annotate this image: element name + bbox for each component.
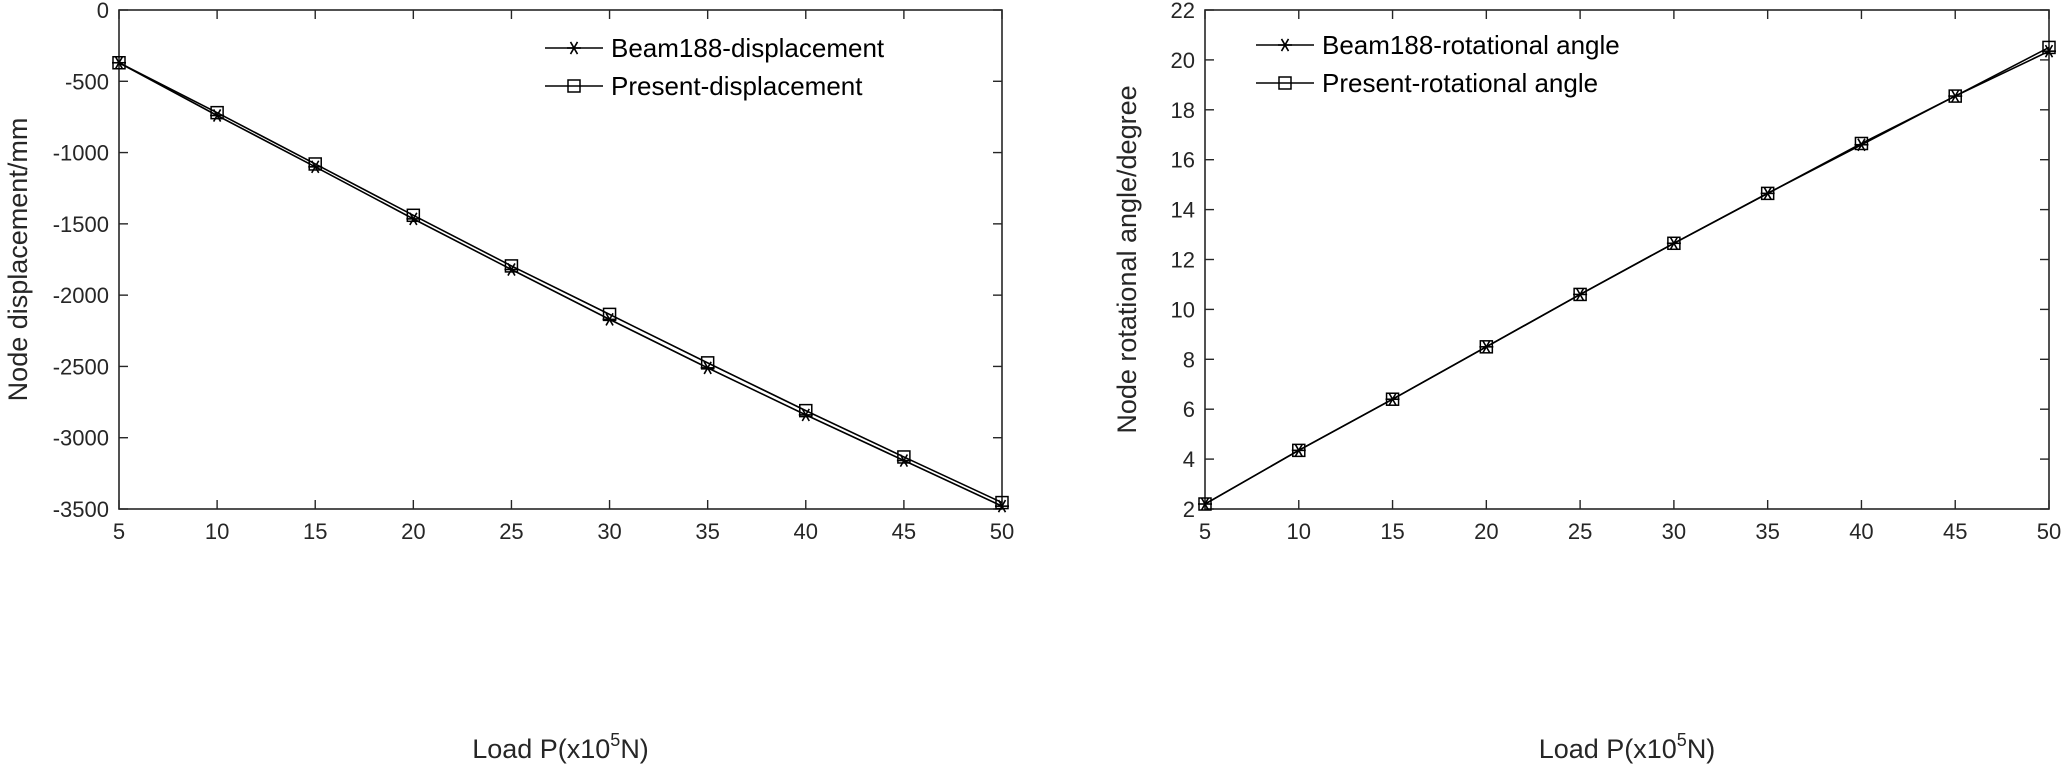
x-tick-label: 10 [1287, 519, 1311, 544]
data-point-square [1385, 392, 1400, 406]
x-tick-label: 25 [1568, 519, 1592, 544]
x-tick-label: 5 [1199, 519, 1211, 544]
legend-label: Beam188-displacement [611, 33, 885, 63]
data-point-square [1198, 497, 1212, 511]
y-tick-label: 0 [97, 0, 109, 23]
y-tick-label: -2500 [53, 354, 109, 379]
x-axis-label-main: Load P(x10 [472, 734, 610, 764]
x-tick-label: 10 [205, 519, 229, 544]
x-tick-label: 50 [2037, 519, 2061, 544]
series-line [118, 62, 1003, 504]
x-tick-label: 30 [597, 519, 621, 544]
x-axis-label-sup: 5 [1677, 730, 1687, 750]
x-tick-label: 20 [401, 519, 425, 544]
data-point-star [2042, 44, 2056, 58]
x-axis-label: Load P(x105N) [1539, 730, 1716, 764]
legend-label: Present-displacement [611, 71, 863, 101]
x-axis-label-tail: N) [1687, 734, 1716, 764]
y-tick-label: 18 [1171, 98, 1195, 123]
y-tick-label: 8 [1183, 347, 1195, 372]
x-axis-label-sup: 5 [610, 730, 620, 750]
data-point-square [995, 495, 1009, 510]
legend-label: Beam188-rotational angle [1322, 30, 1620, 60]
y-axis-label: Node displacement/mm [3, 118, 33, 402]
data-point-square [406, 208, 421, 223]
legend-entry: Beam188-rotational angle [1256, 30, 1620, 60]
y-tick-label: -2000 [53, 283, 109, 308]
series-present [1198, 40, 2056, 511]
y-tick-label: -1500 [53, 212, 109, 237]
series-beam188 [112, 56, 1009, 513]
displacement-chart: 5 10 15 20 25 30 35 40 45 50 0 -500 -1000 -1500 -2000 -… [3, 0, 1014, 764]
data-point-square [210, 105, 224, 120]
legend-entry: Present-displacement [545, 71, 863, 101]
x-tick-label: 15 [1380, 519, 1404, 544]
data-point-square [1573, 287, 1587, 302]
data-point-square [799, 403, 813, 418]
x-tick-label: 15 [303, 519, 327, 544]
x-axis-label: Load P(x105N) [472, 730, 649, 764]
y-tick-label: 22 [1171, 0, 1195, 23]
x-tick-label: 45 [892, 519, 916, 544]
x-tick-label: 35 [1755, 519, 1779, 544]
data-point-square [897, 450, 911, 464]
x-axis-label-tail: N) [620, 734, 649, 764]
y-tick-label: 2 [1183, 497, 1195, 522]
data-point-square [1760, 186, 1775, 201]
legend-square-marker [567, 79, 581, 93]
x-tick-label: 45 [1943, 519, 1967, 544]
y-tick-label: 4 [1183, 447, 1195, 472]
rotational-angle-chart: 5 10 15 20 25 30 35 40 45 50 2 4 6 8 10 12 14 16 18 20 22 Loa… [1112, 0, 2061, 764]
legend-entry: Present-rotational angle [1256, 68, 1598, 98]
y-tick-label: 20 [1171, 48, 1195, 73]
plot-area [118, 9, 1003, 510]
y-tick-label: 12 [1171, 248, 1195, 273]
data-point-square [112, 56, 126, 70]
y-axis-label: Node rotational angle/degree [1112, 85, 1142, 433]
legend-star-marker [567, 41, 581, 55]
data-point-square [2042, 40, 2056, 55]
y-tick-label: 14 [1171, 198, 1195, 223]
x-tick-label: 30 [1662, 519, 1686, 544]
data-point-square [1667, 236, 1681, 251]
series-line [1204, 46, 2050, 505]
y-tick-label: 16 [1171, 148, 1195, 173]
series-line [118, 62, 1003, 507]
data-point-square [602, 307, 617, 322]
y-tick-label: 10 [1171, 297, 1195, 322]
data-point-square [308, 157, 322, 171]
x-tick-label: 25 [499, 519, 523, 544]
y-tick-label: -3500 [53, 497, 109, 522]
data-point-square [700, 356, 715, 370]
legend-entry: Beam188-displacement [545, 33, 885, 63]
legend-label: Present-rotational angle [1322, 68, 1598, 98]
x-tick-label: 35 [695, 519, 719, 544]
y-tick-label: -1000 [53, 141, 109, 166]
data-point-square [1854, 136, 1869, 151]
y-tick-label: -3000 [53, 426, 109, 451]
x-tick-label: 50 [990, 519, 1014, 544]
series-line [1204, 50, 2050, 505]
x-tick-label: 5 [113, 519, 125, 544]
data-point-square [1292, 443, 1306, 458]
legend-square-marker [1278, 76, 1292, 90]
x-tick-label: 40 [1849, 519, 1873, 544]
y-tick-label: 6 [1183, 397, 1195, 422]
x-axis-label-main: Load P(x10 [1539, 734, 1677, 764]
data-point-square [1479, 340, 1494, 354]
data-point-square [504, 259, 519, 273]
x-tick-label: 40 [794, 519, 818, 544]
x-tick-label: 20 [1474, 519, 1498, 544]
legend-star-marker [1278, 38, 1292, 52]
series-beam188 [1198, 44, 2056, 511]
series-present [112, 56, 1009, 510]
y-tick-label: -500 [65, 69, 109, 94]
data-point-square [1948, 89, 1962, 103]
